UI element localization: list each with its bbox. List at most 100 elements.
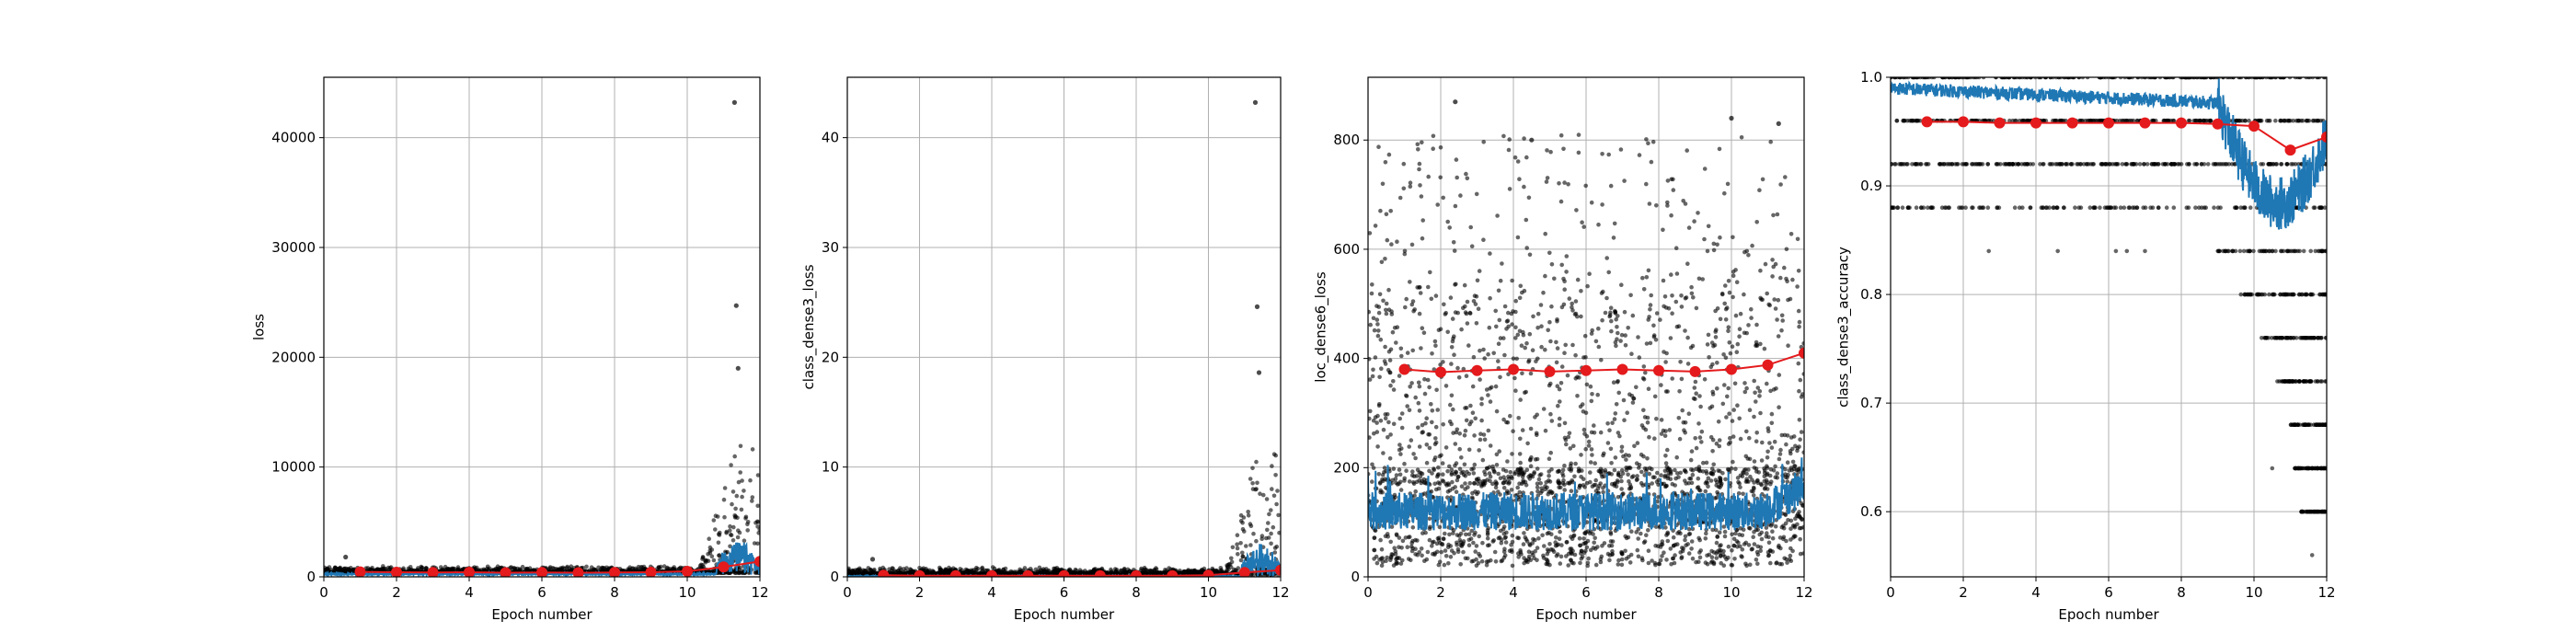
- chart-3-scatter-point-848: [1403, 305, 1408, 310]
- chart-3-scatter-point-1376: [1622, 418, 1627, 423]
- chart-2-scatter-point-753: [1269, 531, 1273, 536]
- chart-3-scatter-point-234: [1574, 208, 1579, 213]
- chart-3-scatter-point-1199: [1388, 539, 1393, 545]
- chart-3-scatter-point-1998: [1696, 276, 1702, 282]
- chart-3-scatter-point-1784: [1679, 305, 1685, 309]
- chart-2-scatter-point-639: [1277, 530, 1281, 535]
- chart-2-scatter-point-1205: [1250, 466, 1255, 471]
- chart-3-scatter-point-75: [1531, 314, 1535, 319]
- chart-2-xlabel: Epoch number: [1014, 606, 1115, 623]
- chart-3-scatter-point-320: [1449, 362, 1454, 366]
- chart-3-scatter-point-1856: [1525, 441, 1530, 446]
- chart-3-scatter-point-171: [1377, 292, 1383, 297]
- chart-3-scatter-point-1813: [1569, 558, 1573, 563]
- chart-3-scatter-point-1977: [1395, 556, 1399, 561]
- chart-3-scatter-point-434: [1472, 462, 1478, 467]
- chart-2-scatter-point-1041: [1269, 541, 1273, 546]
- chart-3-scatter-point-1608: [1385, 237, 1390, 243]
- chart-3-scatter-point-18: [1420, 553, 1424, 558]
- chart-3-scatter-point-1385: [1630, 400, 1636, 405]
- chart-3-scatter-point-1295: [1449, 471, 1455, 476]
- chart-3-scatter-point-2048: [1468, 224, 1473, 230]
- chart-2-scatter-point-1373: [1254, 459, 1259, 465]
- chart-2-scatter-point-905: [1272, 550, 1278, 555]
- chart-3-scatter-point-466: [1552, 276, 1557, 282]
- chart-3-scatter-point-1925: [1463, 556, 1468, 561]
- chart-3-scatter-point-2029: [1714, 495, 1719, 500]
- chart-3-scatter-point-746: [1427, 537, 1432, 543]
- chart-3-scatter-point-293: [1443, 531, 1447, 536]
- chart-3-scatter-point-1891: [1637, 355, 1642, 360]
- chart-1-scatter-point-277: [661, 564, 667, 569]
- chart-3-scatter-point-2060: [1674, 471, 1680, 476]
- chart-3-scatter-point-1775: [1408, 385, 1412, 389]
- chart-3-scatter-point-610: [1479, 418, 1484, 423]
- chart-3-scatter-point-317: [1413, 395, 1418, 400]
- chart-3-scatter-point-728: [1659, 431, 1664, 436]
- chart-1-scatter-point-600: [589, 565, 594, 569]
- chart-1-scatter-point-822: [721, 497, 727, 502]
- chart-3-scatter-point-1870: [1513, 325, 1518, 330]
- chart-3-scatter-point-1200: [1562, 463, 1567, 468]
- chart-3-scatter-point-662: [1733, 466, 1738, 471]
- chart-3-scatter-point-390: [1738, 544, 1742, 549]
- chart-1-scatter-point-134: [742, 489, 746, 493]
- chart-3-scatter-point-1451: [1560, 467, 1566, 473]
- chart-3-scatter-point-1797: [1691, 396, 1696, 401]
- chart-3-scatter-point-727: [1780, 318, 1785, 323]
- chart-3-scatter-point-572: [1605, 441, 1611, 445]
- chart-3-scatter-point-777: [1779, 561, 1785, 567]
- chart-3-scatter-point-1526: [1617, 433, 1622, 439]
- chart-2-scatter-point-1359: [892, 569, 897, 573]
- chart-3-scatter-point-970: [1708, 478, 1714, 483]
- chart-3-scatter-point-463: [1654, 416, 1659, 421]
- chart-3-scatter-point-1759: [1452, 248, 1457, 253]
- chart-2-ytick-label-4: 40: [822, 130, 839, 146]
- chart-2-scatter-point-1370: [966, 570, 972, 575]
- chart-3-scatter-point-62: [1459, 455, 1464, 460]
- chart-3-scatter-point-1706: [1746, 543, 1752, 547]
- chart-3-scatter-point-766: [1739, 135, 1744, 140]
- chart-1-scatter-point-393: [750, 499, 754, 503]
- chart-3-scatter-point-894: [1410, 469, 1415, 474]
- chart-3-scatter-point-1757: [1662, 473, 1668, 478]
- chart-3-scatter-point-748: [1583, 183, 1588, 189]
- chart-3-scatter-point-314: [1409, 302, 1415, 307]
- chart-3-scatter-point-500: [1404, 296, 1409, 302]
- chart-3-scatter-point-1318: [1766, 540, 1772, 546]
- chart-3-scatter-point-1363: [1756, 470, 1762, 475]
- chart-3-scatter-point-1072: [1686, 551, 1692, 556]
- chart-3-scatter-point-1422: [1526, 474, 1531, 479]
- chart-1-xtick-label-5: 10: [678, 584, 696, 601]
- chart-3-scatter-point-1899: [1416, 147, 1420, 152]
- chart-3-scatter-point-1630: [1784, 557, 1788, 562]
- chart-3-scatter-point-1483: [1562, 180, 1567, 185]
- chart-3-scatter-point-1968: [1696, 476, 1701, 481]
- chart-3-scatter-point-626: [1760, 440, 1765, 445]
- chart-1-scatter-point-512: [728, 544, 732, 549]
- chart-3-scatter-point-1944: [1419, 346, 1423, 351]
- chart-2-scatter-point-545: [1266, 521, 1271, 525]
- chart-3-scatter-point-1342: [1544, 179, 1549, 184]
- chart-3-scatter-point-415: [1748, 474, 1753, 479]
- chart-3-scatter-point-1979: [1757, 394, 1762, 398]
- chart-1-scatter-point-1271: [706, 552, 710, 557]
- chart-3-scatter-point-780: [1801, 551, 1804, 556]
- chart-1-epoch-mean-marker-3: [427, 567, 439, 577]
- chart-3-scatter-point-21: [1447, 225, 1452, 230]
- chart-3-scatter-point-934: [1455, 175, 1459, 180]
- chart-2-scatter-point-1377: [977, 570, 983, 576]
- chart-3-scatter-point-1927: [1763, 468, 1767, 473]
- chart-3-scatter-point-1402: [1726, 279, 1731, 283]
- chart-3-scatter-point-527: [1737, 416, 1742, 421]
- chart-3-scatter-point-1644: [1501, 336, 1506, 340]
- chart-3-scatter-point-1088: [1409, 558, 1413, 563]
- chart-2-scatter-point-125: [1248, 477, 1253, 481]
- chart-1-scatter-point-1188: [729, 533, 734, 537]
- chart-3-scatter-point-31: [1685, 362, 1691, 366]
- chart-3-scatter-point-1854: [1683, 537, 1687, 543]
- chart-2-epoch-mean-marker-4: [986, 569, 997, 577]
- chart-3-scatter-point-135: [1481, 237, 1486, 243]
- chart-3-scatter-point-354: [1438, 362, 1443, 367]
- chart-3-scatter-point-653: [1558, 199, 1564, 204]
